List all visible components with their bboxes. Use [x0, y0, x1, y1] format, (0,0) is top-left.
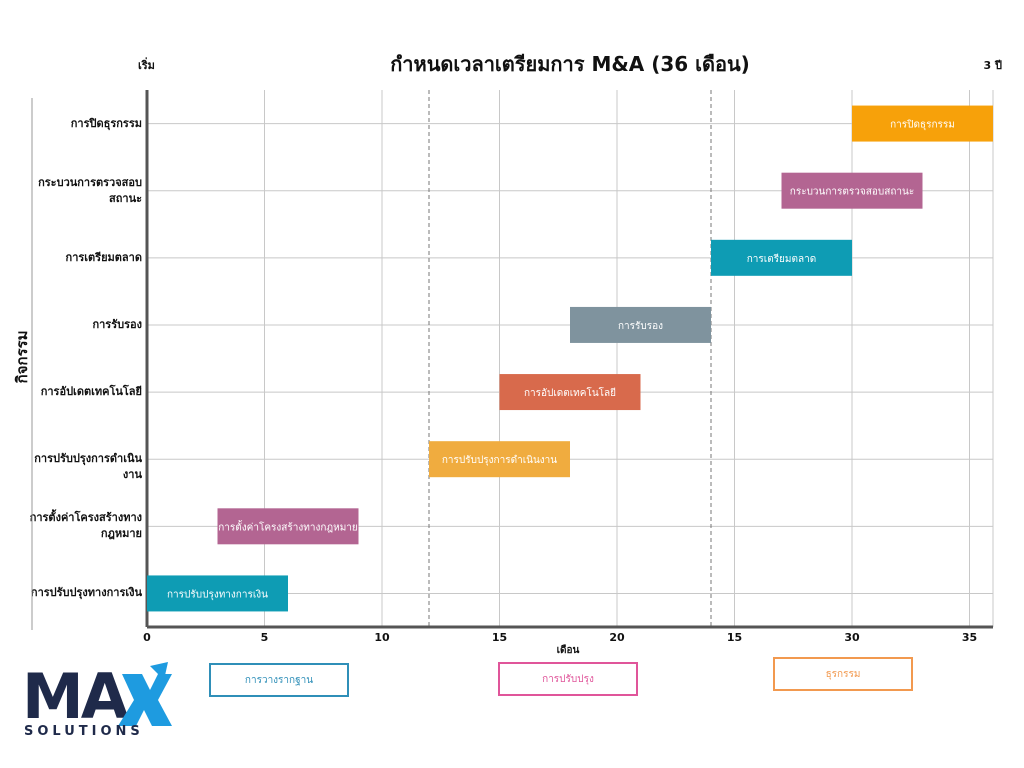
end-label: 3 ปี [983, 59, 1002, 72]
y-category-label: การเตรียมตลาด [65, 250, 142, 264]
task-bar [499, 374, 641, 411]
y-category-label: การตั้งค่าโครงสร้างทาง กฎหมาย [29, 511, 142, 541]
x-tick-label: 0 [143, 631, 151, 644]
x-tick-label: 35 [962, 631, 977, 644]
y-category-label: การปรับปรุงการดำเนินงาน [34, 452, 142, 482]
task-bar-label: การเตรียมตลาด [747, 253, 817, 265]
task-bar [429, 441, 570, 478]
x-tick-label: 15 [492, 631, 507, 644]
task-bar-label: กระบวนการตรวจสอบสถานะ [790, 187, 914, 198]
x-tick-label: 10 [374, 631, 390, 644]
y-category-label: กระบวนการตรวจสอบ สถานะ [38, 175, 142, 205]
task-bar-label: การปรับปรุงการดำเนินงาน [442, 455, 557, 466]
legend-foundation: การวางรากฐาน [209, 663, 349, 697]
start-label: เริ่ม [138, 59, 155, 72]
task-bar-label: การตั้งค่าโครงสร้างทางกฎหมาย [218, 519, 358, 533]
svg-text:MA: MA [22, 660, 129, 733]
task-bar [781, 172, 923, 209]
task-bar [570, 306, 711, 343]
legend-improvement: การปรับปรุง [498, 662, 638, 696]
y-category-label: การปิดธุรกรรม [70, 116, 142, 130]
x-axis-title: เดือน [557, 644, 580, 656]
x-tick-label: 30 [844, 631, 860, 644]
task-bar-label: การปรับปรุงทางการเงิน [167, 589, 268, 600]
chart-title: กำหนดเวลาเตรียมการ M&A (36 เดือน) [390, 52, 750, 76]
logo-subtext: SOLUTIONS [24, 724, 144, 739]
y-category-label: การปรับปรุงทางการเงิน [30, 586, 142, 600]
task-bar [852, 105, 993, 142]
y-category-label: การรับรอง [92, 317, 142, 331]
legend-transaction: ธุรกรรม [773, 657, 913, 691]
gantt-chart: 0 5 10 15 20 15 30 35 เดือน การปรับปรุงทางการเงิน… [31, 90, 994, 656]
task-bar-label: การปิดธุรกรรม [890, 120, 955, 131]
task-bar [147, 575, 288, 612]
x-tick-label: 15 [727, 631, 742, 644]
task-bar [711, 239, 852, 276]
task-bar-label: การรับรอง [618, 321, 663, 332]
task-bar-label: การอัปเดตเทคโนโลยี [524, 386, 616, 399]
x-tick-label: 5 [261, 631, 269, 644]
x-tick-label: 20 [609, 631, 625, 644]
task-bar [217, 508, 359, 545]
max-solutions-logo: MA [22, 660, 172, 733]
y-category-label: การอัปเดตเทคโนโลยี [40, 385, 142, 399]
